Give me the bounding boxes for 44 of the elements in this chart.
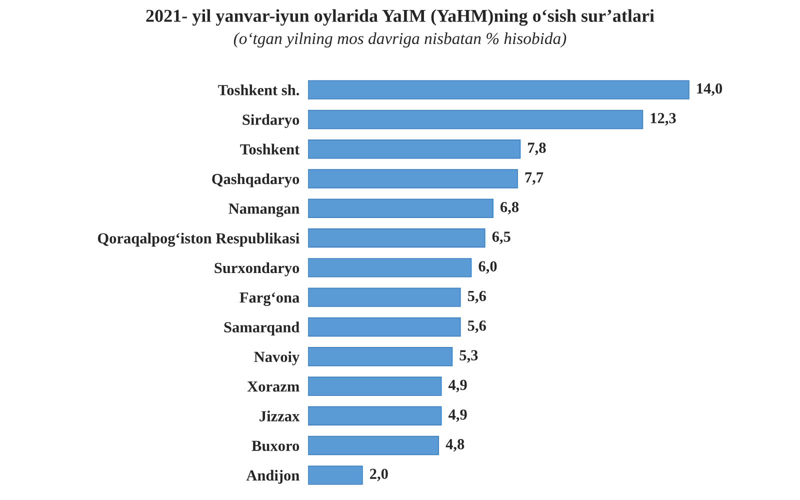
bar — [308, 376, 442, 396]
y-tick-label: Toshkent — [240, 144, 300, 155]
bar — [308, 317, 461, 337]
data-label: 5,3 — [460, 350, 478, 363]
y-tick-label: Jizzax — [260, 410, 300, 422]
y-tick-label: Xorazm — [247, 382, 300, 392]
data-label: 6,0 — [478, 261, 497, 274]
bar — [308, 406, 442, 426]
y-tick-label: Andijon — [246, 470, 300, 484]
y-tick-label: Sirdaryo — [242, 114, 300, 128]
y-tick-label: Farg‘ona — [240, 292, 300, 306]
y-tick-label: Qoraqalpog‘iston Respublikasi — [98, 232, 300, 247]
chart-title: 2021- yil yanvar-iyun oylarida YaIM (YaHM)ning o‘sish sur’atlari — [146, 9, 654, 26]
bar — [308, 288, 461, 307]
bar — [308, 110, 644, 130]
data-label: 7,8 — [528, 142, 546, 156]
data-label: 6,8 — [500, 202, 519, 214]
data-label: 7,7 — [525, 172, 544, 185]
data-label: 4,9 — [448, 380, 467, 392]
bar — [308, 140, 521, 159]
data-label: 4,8 — [446, 439, 464, 452]
data-label: 5,6 — [468, 320, 486, 334]
bar — [308, 228, 486, 248]
data-label: 12,3 — [650, 113, 676, 126]
data-label: 2,0 — [370, 468, 388, 482]
bar — [308, 258, 472, 278]
chart-subtitle: (o‘tgan yilning mos davriga nisbatan % hisobida) — [234, 32, 566, 48]
y-tick-label: Buxoro — [252, 440, 300, 452]
y-tick-label: Toshkent sh. — [218, 84, 299, 96]
data-label: 5,6 — [468, 290, 486, 304]
bar — [308, 80, 690, 100]
y-tick-label: Qashqadaryo — [212, 173, 300, 188]
y-tick-label: Namangan — [228, 204, 300, 218]
y-tick-label: Surxondaryo — [214, 262, 300, 276]
bar — [308, 347, 453, 366]
y-tick-label: Navoiy — [254, 351, 300, 366]
bar — [308, 198, 494, 218]
y-tick-label: Samarqand — [224, 322, 300, 336]
bar — [308, 169, 518, 188]
data-label: 4,9 — [448, 409, 467, 422]
data-label: 6,5 — [492, 232, 510, 244]
bar — [308, 436, 440, 456]
bar — [308, 466, 363, 485]
data-label: 14,0 — [697, 83, 722, 96]
